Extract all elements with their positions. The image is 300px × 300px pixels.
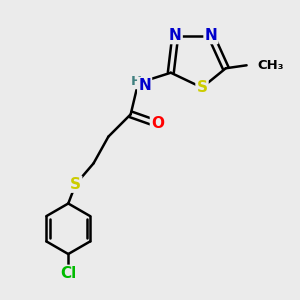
Text: H: H bbox=[131, 75, 142, 88]
Text: S: S bbox=[196, 80, 208, 95]
Text: CH₃: CH₃ bbox=[257, 59, 284, 72]
Text: N: N bbox=[138, 78, 151, 93]
Text: Cl: Cl bbox=[60, 266, 76, 281]
Text: N: N bbox=[169, 28, 182, 43]
Text: O: O bbox=[151, 116, 164, 131]
Text: N: N bbox=[205, 28, 217, 43]
Text: S: S bbox=[70, 177, 81, 192]
